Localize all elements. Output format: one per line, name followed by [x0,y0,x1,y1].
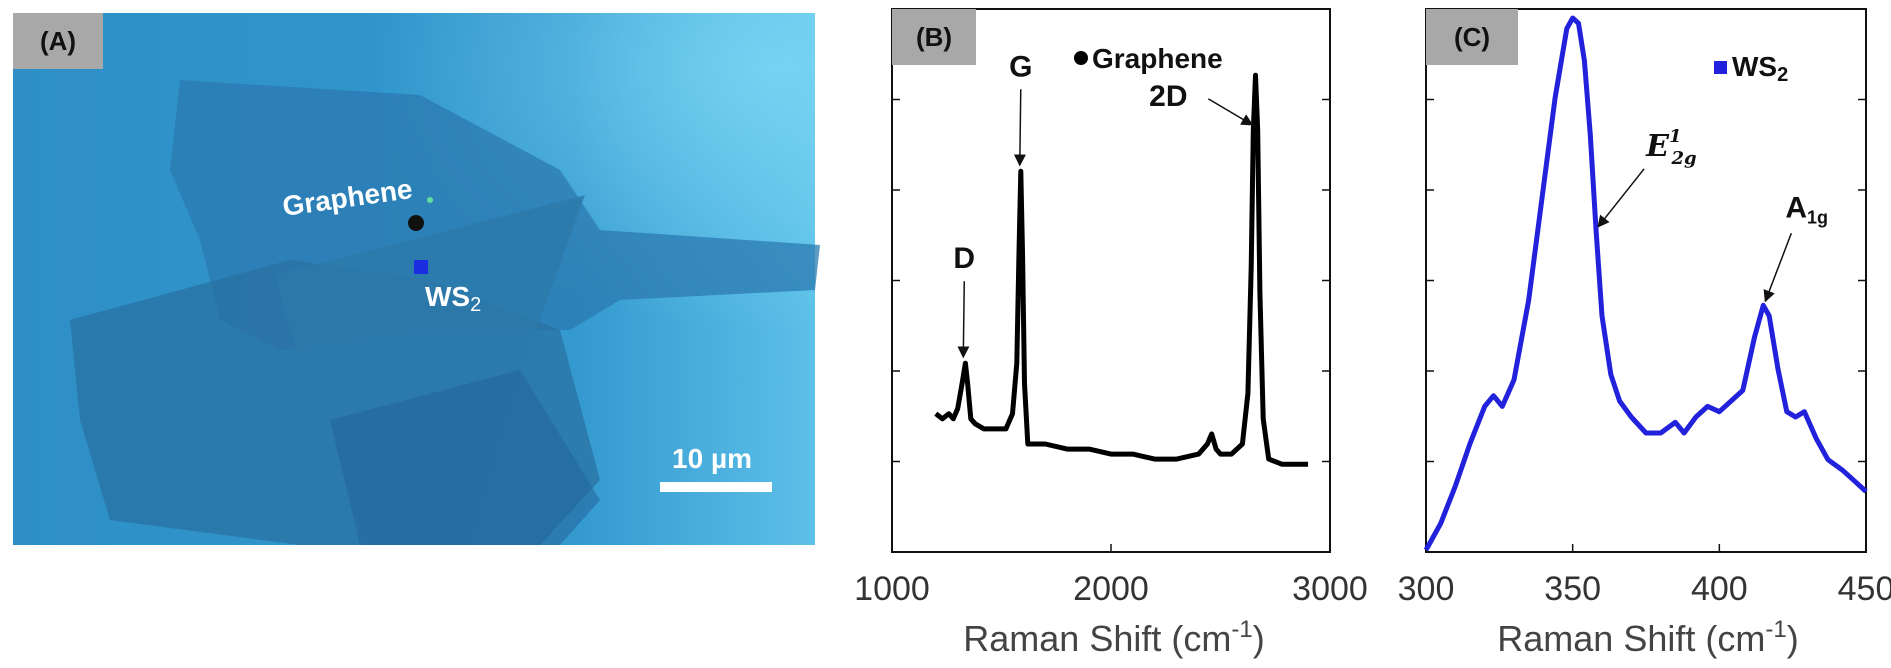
panel-b-x-ticks: 1000 2000 3000 [854,544,1368,608]
panel-c-legend-label: WS2 [1732,51,1788,86]
annotation-label-sub: 1g [1807,207,1828,227]
annotation-label-main: E [1645,129,1670,164]
panel-c-plot-frame [1425,8,1867,553]
ws2-marker [414,260,428,274]
annotation-label: 2D [1149,80,1187,113]
x-tick-label: 3000 [1292,570,1368,608]
annotation-label: E1 2g [1645,126,1697,169]
x-tick-label: 1000 [854,570,930,608]
panel-b-chart: 1000 2000 3000 (B) Graphene D G 2D Raman Shi… [854,8,1368,659]
panel-b-peak-annotations: D G 2D [953,50,1254,359]
ws2-location-label: WS2 [425,281,481,316]
panel-c-peak-annotations: E1 2g A1g [1597,126,1828,303]
annotation-arrow [1013,89,1026,167]
graphene-spot-highlight [427,197,433,203]
panel-b-tag: (B) [916,22,952,52]
annotation-label: A1g [1785,191,1828,227]
annotation-arrow [1763,233,1793,303]
ws2-location-label-main: WS [425,281,470,312]
annotation-arrow [1207,98,1254,126]
panel-c-x-axis-title-main: Raman Shift (cm [1497,618,1765,659]
ws2-spectrum-line [1423,15,1868,552]
panel-c-x-ticks: 300 350 400 450 [1398,544,1891,608]
panel-c-chart: 300 350 400 450 (C) WS2 E1 2g A1g Raman Shift… [1398,8,1891,659]
annotation-label: D [953,242,975,275]
panel-b-tag-bg [892,9,976,65]
panel-c-legend-marker [1714,61,1727,74]
panel-c-legend-label-sub: 2 [1777,64,1788,86]
panel-b-y-ticks [892,98,1330,463]
annotation-label-sub: 2g [1671,148,1697,169]
panel-b-x-axis-title-close: ) [1253,618,1265,659]
panel-c-tag-bg [1426,9,1518,65]
panel-c-x-axis-title-sup: -1 [1765,616,1786,643]
panel-b-x-axis-title-main: Raman Shift (cm [963,618,1231,659]
x-tick-label: 2000 [1073,570,1149,608]
scale-bar [660,482,772,492]
panel-b-plot-frame [891,8,1331,553]
annotation-label: G [1009,50,1032,83]
annotation-arrow [957,281,970,359]
panel-c-legend-label-main: WS [1732,51,1777,82]
panel-b-legend-marker [1074,51,1088,65]
x-tick-label: 450 [1838,570,1891,608]
panel-a-micrograph: (A) Graphene WS2 10 µm [13,13,820,545]
annotation-label-main: A [1785,191,1807,224]
dark-lower-domain [330,370,600,545]
x-tick-label: 300 [1398,570,1455,608]
graphene-spectrum-line [934,72,1309,467]
graphene-marker [408,215,424,231]
scale-bar-label: 10 µm [672,443,752,474]
panel-a-tag-bg [13,13,103,69]
ws2-location-label-sub: 2 [470,294,481,316]
x-tick-label: 350 [1544,570,1601,608]
annotation-arrow [1597,168,1645,228]
panel-c-y-ticks [1426,98,1866,463]
panel-b-x-axis-title: Raman Shift (cm-1) [963,616,1264,659]
panel-b-legend-label: Graphene [1092,43,1223,74]
panel-b-x-axis-title-sup: -1 [1231,616,1252,643]
panel-c-x-axis-title-close: ) [1787,618,1799,659]
annotation-label-sup: 1 [1669,126,1682,147]
panel-c-x-axis-title: Raman Shift (cm-1) [1497,616,1798,659]
panel-c-tag: (C) [1454,22,1490,52]
panel-a-tag: (A) [40,26,76,56]
x-tick-label: 400 [1691,570,1748,608]
